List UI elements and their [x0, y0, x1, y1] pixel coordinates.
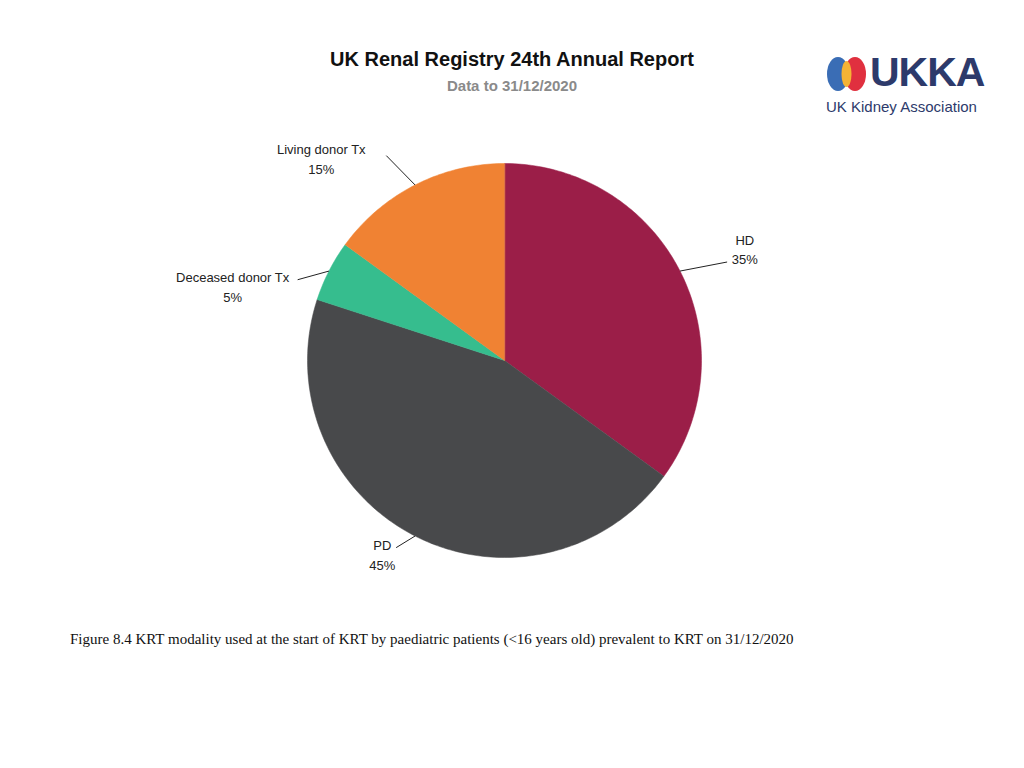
html-text:Data to 31/12/2020: Data to 31/12/2020	[447, 77, 577, 94]
svg-text:Living donor Tx15%: Living donor Tx15%	[277, 142, 366, 177]
svg-text:Deceased donor Tx5%: Deceased donor Tx5%	[176, 270, 290, 305]
html-text:UK Kidney Association: UK Kidney Association	[826, 98, 977, 115]
html-text:UK Renal Registry 24th Annual: UK Renal Registry 24th Annual Report	[330, 48, 694, 70]
html-text:UKKA: UKKA	[870, 49, 985, 95]
svg-text:PD45%: PD45%	[369, 538, 395, 573]
html-text:Figure 8.4 KRT modality used a: Figure 8.4 KRT modality used at the star…	[70, 631, 794, 647]
svg-text:HD35%: HD35%	[732, 233, 758, 268]
